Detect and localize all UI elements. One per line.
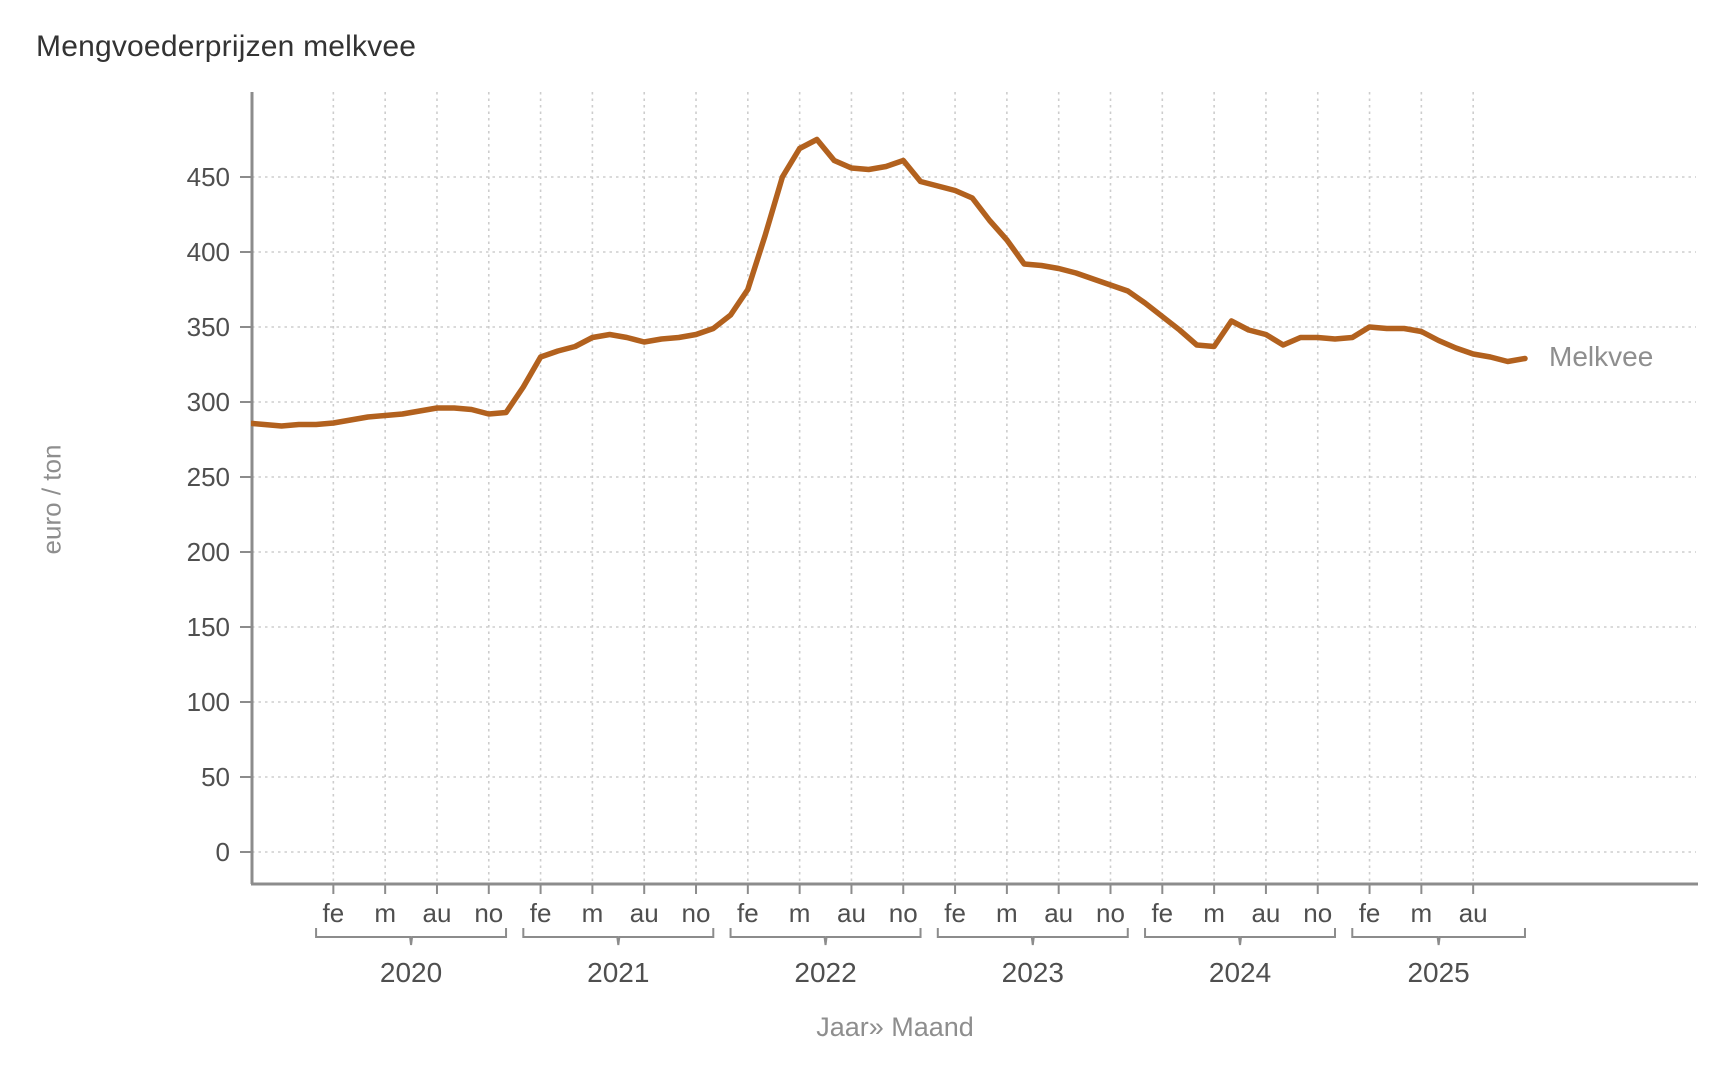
chart-title: Mengvoederprijzen melkvee [36, 30, 417, 63]
x-month-label: m [1411, 898, 1433, 928]
y-tick-label: 150 [187, 612, 230, 642]
x-month-label: au [837, 898, 866, 928]
x-month-label: fe [1151, 898, 1173, 928]
year-bracket [1351, 928, 1526, 946]
year-label: 2024 [1209, 957, 1271, 988]
gridlines [252, 92, 1696, 884]
y-tick-label: 100 [187, 687, 230, 717]
x-month-label: m [582, 898, 604, 928]
x-month-label: au [1459, 898, 1488, 928]
x-month-label: no [1096, 898, 1125, 928]
axes [240, 92, 1698, 946]
x-month-label: au [630, 898, 659, 928]
y-tick-label: 200 [187, 537, 230, 567]
x-month-label: m [789, 898, 811, 928]
x-month-label: m [1203, 898, 1225, 928]
x-month-label: m [996, 898, 1018, 928]
y-tick-label: 0 [216, 837, 230, 867]
year-bracket [936, 928, 1129, 946]
year-bracket [729, 928, 922, 946]
x-month-label: no [889, 898, 918, 928]
x-month-label: no [1303, 898, 1332, 928]
y-tick-label: 300 [187, 387, 230, 417]
x-month-label: m [374, 898, 396, 928]
y-tick-label: 450 [187, 162, 230, 192]
x-month-label: au [1044, 898, 1073, 928]
year-bracket [315, 928, 508, 946]
x-month-label: no [474, 898, 503, 928]
x-month-label: fe [1359, 898, 1381, 928]
x-month-label: fe [944, 898, 966, 928]
year-label: 2022 [794, 957, 856, 988]
year-label: 2020 [380, 957, 442, 988]
x-axis-title: Jaar» Maand [816, 1012, 974, 1042]
x-month-label: au [423, 898, 452, 928]
melkvee-price-line [251, 136, 1528, 429]
year-bracket [522, 928, 715, 946]
x-month-label: no [682, 898, 711, 928]
series-end-label: Melkvee [1549, 341, 1654, 372]
year-label: 2023 [1002, 957, 1064, 988]
year-label: 2025 [1407, 957, 1469, 988]
y-tick-label: 50 [201, 762, 230, 792]
x-month-label: au [1251, 898, 1280, 928]
y-tick-label: 250 [187, 462, 230, 492]
y-tick-label: 350 [187, 312, 230, 342]
x-month-label: fe [737, 898, 759, 928]
x-month-label: fe [530, 898, 552, 928]
year-label: 2021 [587, 957, 649, 988]
y-tick-label: 400 [187, 237, 230, 267]
x-month-label: fe [323, 898, 345, 928]
year-bracket [1144, 928, 1337, 946]
